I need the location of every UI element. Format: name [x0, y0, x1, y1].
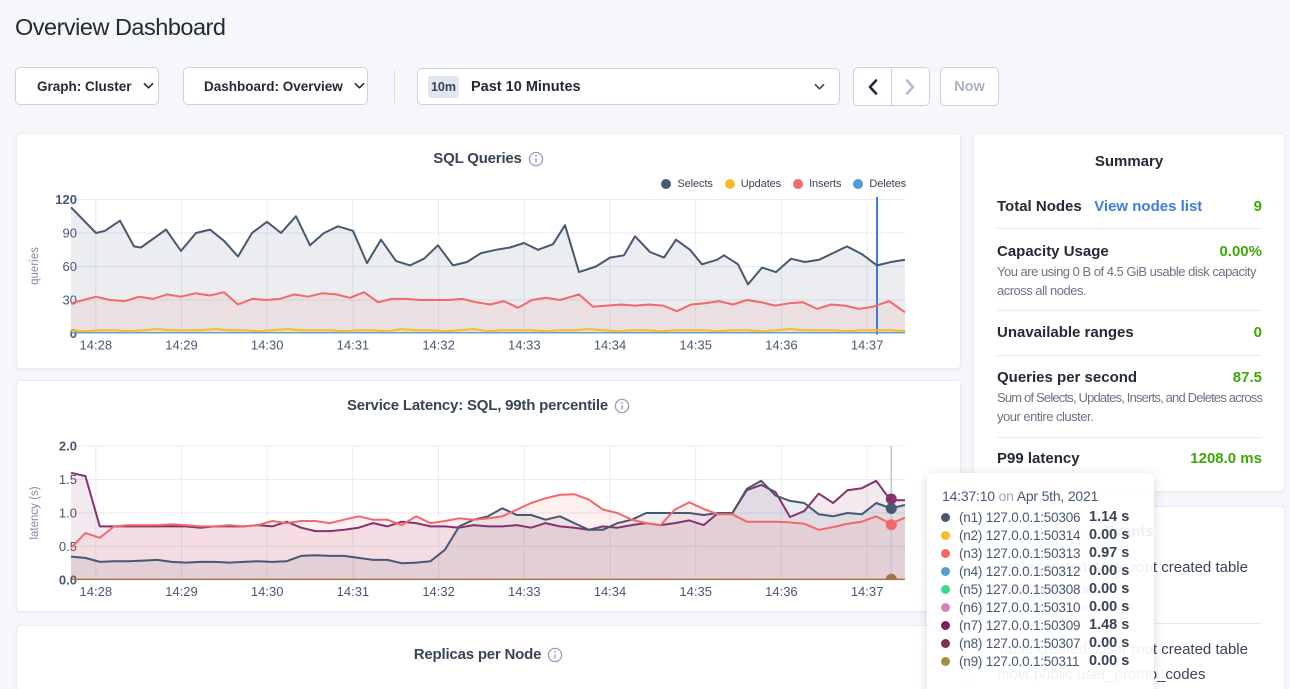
svg-text:0.5: 0.5: [59, 539, 77, 554]
svg-text:14:32: 14:32: [422, 584, 455, 599]
svg-text:14:34: 14:34: [594, 338, 627, 353]
svg-text:14:35: 14:35: [679, 584, 712, 599]
svg-text:queries: queries: [29, 247, 41, 285]
svg-text:14:36: 14:36: [765, 584, 798, 599]
svg-text:1.0: 1.0: [59, 506, 77, 521]
svg-text:14:37: 14:37: [851, 584, 884, 599]
svg-text:2.0: 2.0: [59, 439, 77, 454]
svg-text:1.5: 1.5: [59, 472, 77, 487]
svg-text:14:30: 14:30: [251, 338, 284, 353]
svg-text:14:31: 14:31: [337, 338, 370, 353]
svg-text:14:36: 14:36: [765, 338, 798, 353]
svg-text:latency (s): latency (s): [29, 486, 41, 539]
svg-text:90: 90: [63, 226, 77, 241]
svg-text:60: 60: [63, 259, 77, 274]
svg-text:14:30: 14:30: [251, 584, 284, 599]
svg-text:14:35: 14:35: [679, 338, 712, 353]
svg-text:14:28: 14:28: [80, 584, 113, 599]
svg-text:0.0: 0.0: [59, 573, 77, 588]
svg-text:14:37: 14:37: [851, 338, 884, 353]
svg-text:14:31: 14:31: [337, 584, 370, 599]
svg-text:14:34: 14:34: [594, 584, 627, 599]
svg-text:14:33: 14:33: [508, 584, 541, 599]
svg-text:14:32: 14:32: [422, 338, 455, 353]
svg-text:14:28: 14:28: [80, 338, 113, 353]
svg-text:14:29: 14:29: [165, 338, 198, 353]
svg-text:14:29: 14:29: [165, 584, 198, 599]
svg-text:120: 120: [55, 192, 77, 207]
svg-text:0: 0: [70, 326, 77, 341]
svg-text:30: 30: [63, 293, 77, 308]
svg-text:14:33: 14:33: [508, 338, 541, 353]
